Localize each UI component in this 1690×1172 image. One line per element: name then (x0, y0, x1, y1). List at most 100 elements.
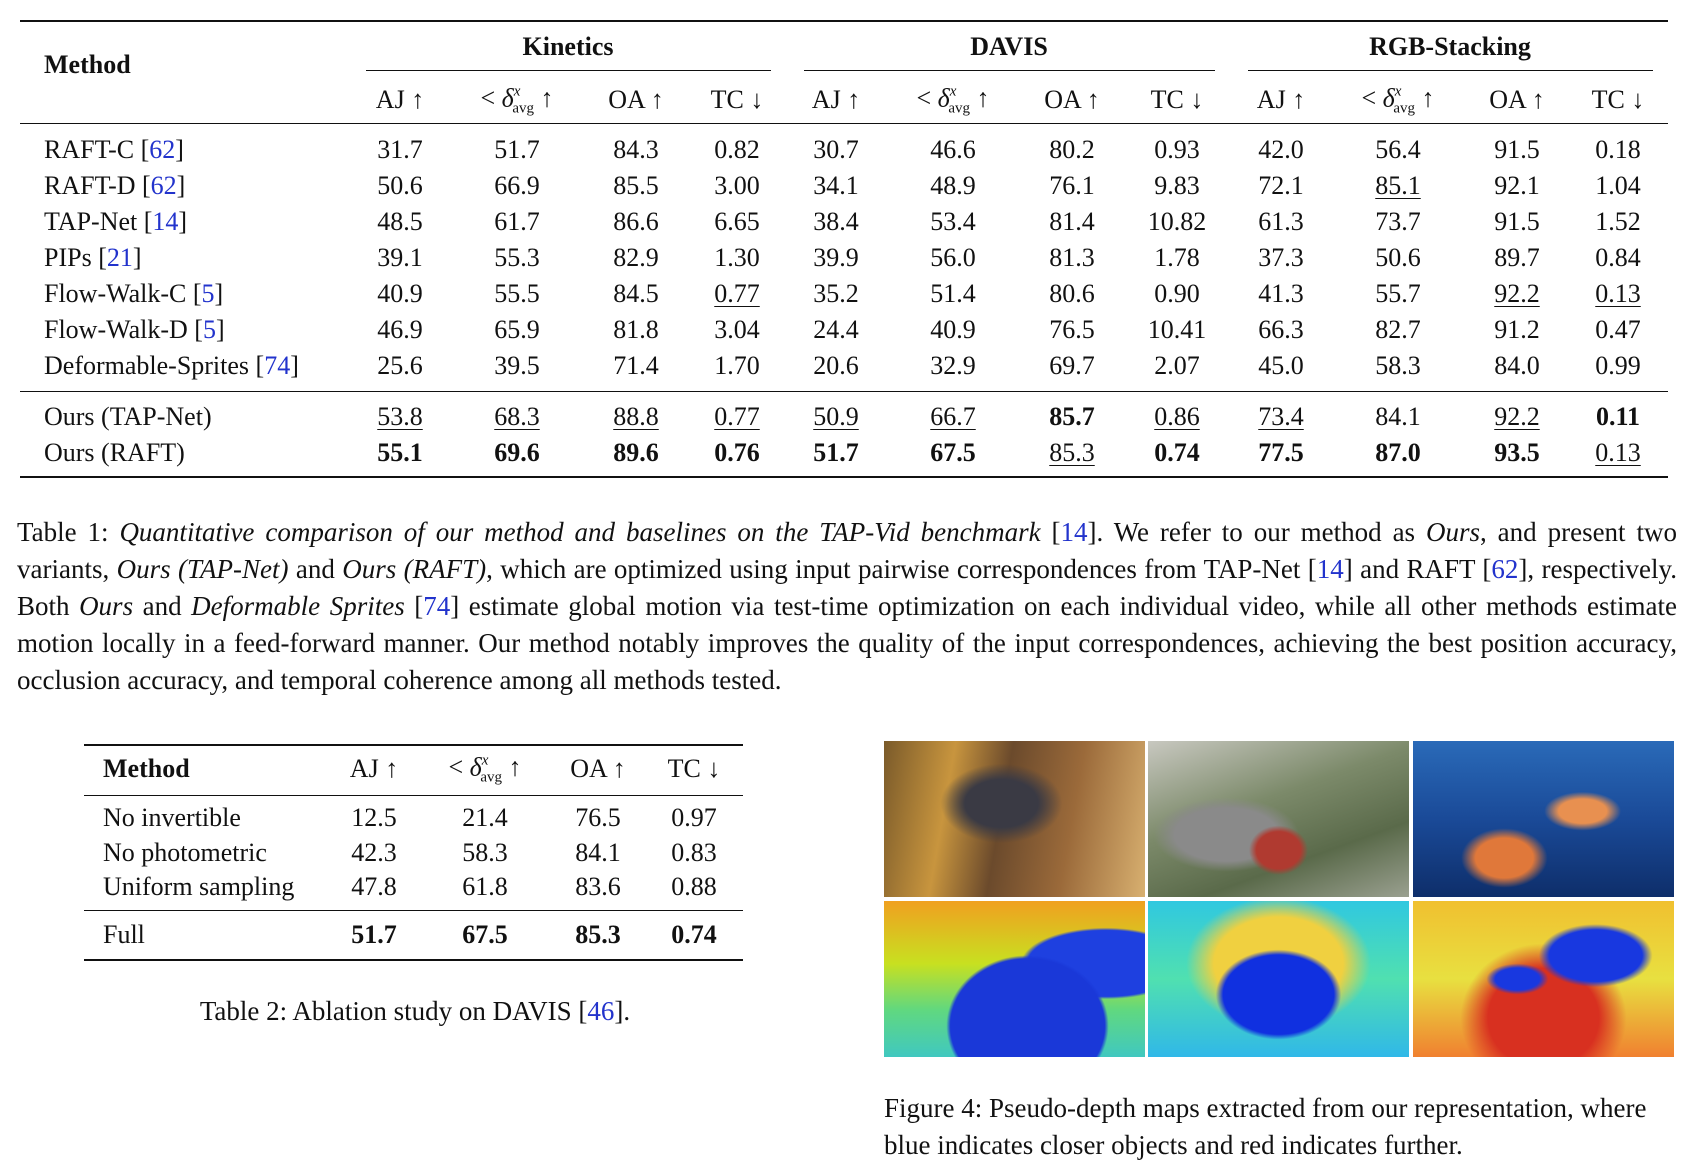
table-1-caption: Table 1: Quantitative comparison of our … (17, 514, 1677, 699)
citation[interactable]: 14 (1316, 554, 1344, 584)
table-cell: 0.97 (671, 803, 717, 832)
text-run: OA ↑ (1489, 85, 1545, 114)
table-cell: 0.77 (714, 279, 760, 308)
citation[interactable]: 5 (201, 279, 215, 308)
table-cell: 91.5 (1494, 207, 1540, 236)
table-cell: 92.1 (1494, 171, 1540, 200)
header-cell: Method (44, 50, 131, 79)
text-run: RAFT-C [ (44, 135, 150, 164)
table-cell: 55.1 (377, 438, 423, 467)
citation[interactable]: 62 (150, 171, 177, 200)
text-run: avg (948, 100, 971, 117)
text-run: ] (176, 171, 186, 200)
citation[interactable]: 62 (1491, 554, 1519, 584)
table-cell: 84.5 (613, 279, 659, 308)
table-cell: 67.5 (462, 920, 508, 949)
table-cell: 80.2 (1049, 135, 1095, 164)
citation[interactable]: 74 (264, 351, 291, 380)
table-cell: 39.1 (377, 243, 423, 272)
rule (804, 70, 1215, 71)
table-cell: 38.4 (813, 207, 859, 236)
table-cell: 51.7 (351, 920, 397, 949)
text-run: < (480, 83, 502, 113)
table-cell: 3.00 (714, 171, 760, 200)
citation[interactable]: 46 (587, 996, 615, 1026)
text-run: [ (404, 591, 424, 621)
text-run: , and present two variants, (17, 517, 1677, 584)
rule (84, 744, 743, 746)
citation[interactable]: 62 (149, 135, 176, 164)
table-cell: 84.0 (1494, 351, 1540, 380)
table-cell: 10.82 (1147, 207, 1207, 236)
table-cell: 0.11 (1595, 402, 1641, 431)
table-cell: 81.3 (1049, 243, 1095, 272)
text-run: δ (1382, 83, 1395, 113)
table-cell: 91.2 (1494, 315, 1540, 344)
citation[interactable]: 14 (152, 207, 179, 236)
table-cell: 1.78 (1154, 243, 1200, 272)
table-cell: 85.5 (613, 171, 659, 200)
table-cell: 24.4 (813, 315, 859, 344)
table-cell: 55.5 (494, 279, 540, 308)
rule (20, 476, 1668, 478)
column-header: OA ↑ (1489, 85, 1545, 115)
table-cell: 21.4 (462, 803, 508, 832)
photo (1413, 741, 1674, 897)
text-run: Flow-Walk-C [ (44, 279, 202, 308)
table-cell: 69.6 (494, 438, 540, 467)
table-cell: 71.4 (613, 351, 659, 380)
table-cell: 85.3 (575, 920, 621, 949)
column-header: < δxavg ↑ (448, 746, 521, 793)
table-cell: 48.9 (930, 171, 976, 200)
text-run: avg (1393, 100, 1416, 117)
text-run: AJ ↑ (375, 85, 425, 114)
text-run: ] estimate global motion via test-time o… (17, 591, 1677, 695)
table-cell: 0.83 (671, 837, 717, 867)
text-run: OA ↑ (570, 754, 626, 783)
table-cell: 39.9 (813, 243, 859, 272)
table-cell: 0.77 (714, 402, 760, 431)
column-header: < δxavg ↑ (480, 77, 553, 124)
citation[interactable]: 74 (423, 591, 451, 621)
column-header: AJ ↑ (812, 85, 860, 115)
table-cell: 56.0 (930, 243, 976, 272)
photo (1148, 741, 1409, 897)
citation[interactable]: 21 (106, 243, 133, 272)
table-cell: 91.5 (1494, 135, 1540, 164)
table-cell: 53.8 (377, 402, 423, 431)
column-header: TC ↓ (1151, 85, 1204, 115)
text-run: AJ ↑ (1256, 85, 1306, 114)
text-run: x (949, 83, 957, 100)
table-cell: 69.7 (1049, 351, 1095, 380)
table-cell: 0.84 (1595, 243, 1641, 272)
text-run: ↑ (970, 83, 990, 113)
table-cell: 82.9 (613, 243, 659, 272)
table-cell: 73.4 (1258, 402, 1304, 431)
text-run: Ours (RAFT) (44, 438, 185, 467)
table-cell: 0.47 (1595, 315, 1641, 344)
column-header: AJ ↑ (376, 85, 424, 115)
table-cell: 89.7 (1494, 243, 1540, 272)
row-label: RAFT-C [62] (44, 135, 184, 165)
table-cell: 1.70 (714, 351, 760, 380)
text-run: x (481, 752, 489, 769)
table-cell: 56.4 (1375, 135, 1421, 164)
photo (884, 741, 1145, 897)
text-run: Ours (1425, 517, 1480, 547)
text-run: ]. (614, 996, 631, 1026)
table-cell: 51.7 (813, 438, 859, 467)
table-cell: 0.93 (1154, 135, 1200, 164)
table-cell: 0.90 (1154, 279, 1200, 308)
table-cell: 35.2 (813, 279, 859, 308)
citation[interactable]: 5 (202, 315, 216, 344)
group-header: DAVIS (970, 32, 1048, 61)
table-cell: 86.6 (613, 207, 659, 236)
citation[interactable]: 14 (1060, 517, 1088, 547)
table-cell: 85.1 (1375, 171, 1421, 200)
text-run: Deformable Sprites (191, 591, 405, 621)
column-header: AJ ↑ (1257, 85, 1305, 115)
rule (84, 795, 743, 796)
text-run: TAP-Net [ (44, 207, 153, 236)
text-run: Ours (RAFT) (342, 554, 487, 584)
